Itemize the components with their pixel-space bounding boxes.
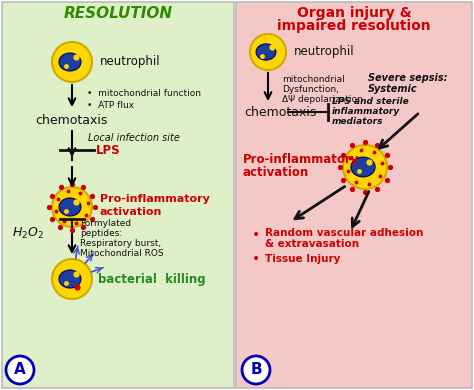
Ellipse shape [351, 157, 375, 177]
Text: Random vascular adhesion: Random vascular adhesion [265, 228, 423, 238]
Text: •: • [252, 252, 260, 266]
Text: •  mitochondrial function: • mitochondrial function [87, 89, 201, 99]
Text: Systemic: Systemic [368, 84, 418, 94]
Text: peptides:: peptides: [80, 229, 122, 239]
Text: neutrophil: neutrophil [100, 55, 161, 69]
Ellipse shape [59, 270, 81, 288]
Text: activation: activation [243, 165, 309, 179]
Text: Mitochondrial ROS: Mitochondrial ROS [80, 250, 164, 259]
Ellipse shape [256, 44, 276, 60]
Text: neutrophil: neutrophil [294, 46, 355, 58]
Text: Respiratory burst,: Respiratory burst, [80, 239, 161, 248]
Circle shape [52, 259, 92, 299]
Text: chemotaxis: chemotaxis [244, 106, 316, 119]
Text: ΔΨ depolarization: ΔΨ depolarization [282, 96, 363, 105]
Text: impaired resolution: impaired resolution [277, 19, 431, 33]
Ellipse shape [59, 53, 81, 71]
Text: $H_2O_2$: $H_2O_2$ [12, 225, 44, 241]
Text: mediators: mediators [332, 117, 383, 126]
Text: A: A [14, 362, 26, 378]
Circle shape [250, 34, 286, 70]
Text: Dysfunction,: Dysfunction, [282, 85, 339, 94]
Bar [236, 2, 472, 388]
Text: LPS and sterile: LPS and sterile [332, 98, 409, 106]
Text: Pro-inflammatory: Pro-inflammatory [243, 152, 359, 165]
Text: Pro-inflammatory: Pro-inflammatory [100, 194, 210, 204]
Bar [2, 2, 234, 388]
Text: chemotaxis: chemotaxis [35, 113, 108, 126]
Text: RESOLUTION: RESOLUTION [64, 5, 173, 21]
Text: inflammatory: inflammatory [332, 108, 400, 117]
Text: Organ injury &: Organ injury & [297, 6, 411, 20]
Circle shape [52, 42, 92, 82]
Text: •: • [252, 228, 260, 242]
Text: mitochondrial: mitochondrial [282, 76, 345, 85]
Text: Formylated: Formylated [80, 220, 131, 229]
Circle shape [6, 356, 34, 384]
Text: & extravasation: & extravasation [265, 239, 359, 249]
Text: Severe sepsis:: Severe sepsis: [368, 73, 447, 83]
Text: Local infection site: Local infection site [88, 133, 180, 143]
Circle shape [52, 187, 92, 227]
Text: Tissue Injury: Tissue Injury [265, 254, 340, 264]
Circle shape [343, 145, 387, 189]
Ellipse shape [59, 198, 81, 216]
Text: activation: activation [100, 207, 163, 217]
Text: •  ATP flux: • ATP flux [87, 101, 134, 110]
Text: LPS: LPS [96, 144, 120, 156]
Text: bacterial  killing: bacterial killing [98, 273, 206, 285]
Text: B: B [250, 362, 262, 378]
Circle shape [242, 356, 270, 384]
